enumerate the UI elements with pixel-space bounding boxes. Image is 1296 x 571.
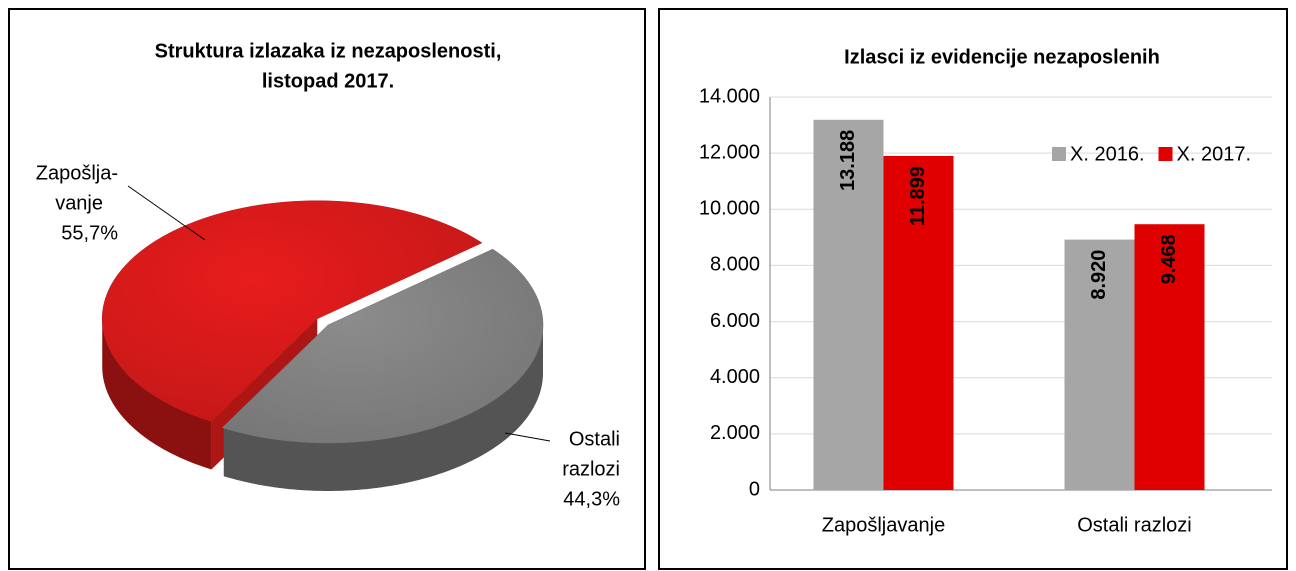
legend-label: X. 2016. [1070, 143, 1145, 165]
chart-title: Izlasci iz evidencije nezaposlenih [844, 46, 1160, 68]
y-tick-label: 12.000 [699, 141, 760, 163]
y-tick-label: 6.000 [710, 310, 760, 332]
slice-label: Ostali [569, 428, 620, 450]
slice-label: vanje [55, 192, 103, 214]
slice-label: razlozi [562, 458, 620, 480]
legend-swatch [1158, 147, 1173, 161]
x-tick-label: Ostali razlozi [1077, 514, 1191, 536]
y-tick-label: 14.000 [699, 85, 760, 107]
y-tick-label: 0 [749, 478, 760, 500]
bar [883, 155, 954, 490]
bar [1134, 224, 1205, 490]
bar-chart: Izlasci iz evidencije nezaposlenih 0 2.000… [699, 46, 1272, 536]
pie-side [102, 319, 212, 470]
pie-slice [221, 248, 544, 444]
chart-title: listopad 2017. [262, 70, 394, 92]
y-tick-label: 4.000 [710, 366, 760, 388]
bar-value-label: 13.188 [837, 130, 859, 191]
legend-swatch [1052, 147, 1066, 161]
bar-value-label: 9.468 [1158, 234, 1180, 284]
pie-side [223, 325, 543, 491]
y-tick-label: 10.000 [699, 198, 760, 220]
bar [813, 119, 884, 490]
bar-value-label: 11.899 [907, 166, 929, 226]
y-tick-label: 8.000 [710, 254, 760, 276]
chart-title: Struktura izlazaka iz nezaposlenosti, [155, 40, 502, 62]
slice-value-label: 44,3% [563, 488, 620, 510]
pie-slice [101, 200, 483, 422]
leader-line [127, 185, 206, 241]
bar [1064, 239, 1135, 490]
pie-chart: Struktura izlazaka iz nezaposlenosti, lis… [36, 40, 620, 510]
slice-label: Zapošlja- [36, 162, 118, 184]
y-tick-label: 2.000 [710, 422, 760, 444]
bar-value-label: 8.920 [1088, 250, 1110, 300]
x-tick-label: Zapošljavanje [822, 514, 945, 536]
leader-line [504, 432, 551, 442]
legend-label: X. 2017. [1177, 143, 1252, 165]
slice-value-label: 55,7% [61, 222, 118, 244]
